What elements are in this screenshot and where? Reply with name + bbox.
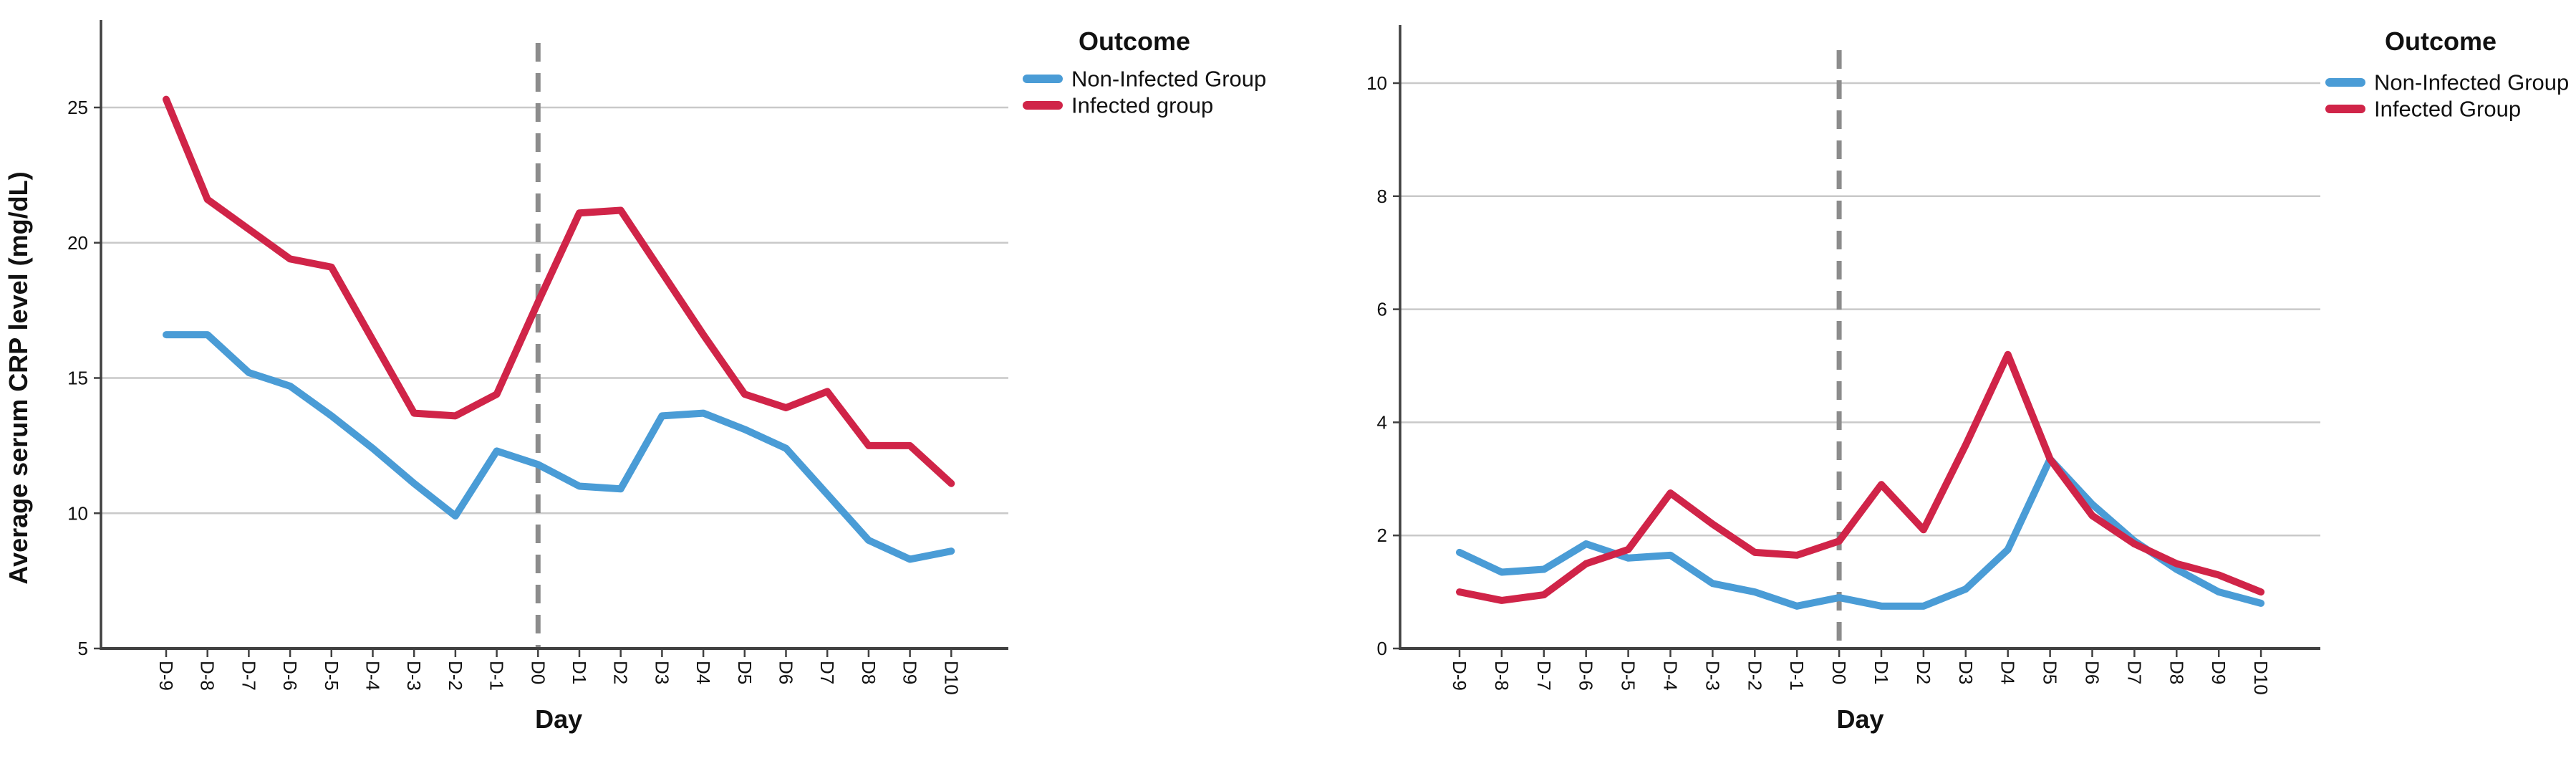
x-tick-label: D-6 [1576,661,1597,691]
x-tick-label: D9 [899,661,921,684]
x-tick-label: D3 [1955,661,1977,684]
y-tick-label: 25 [67,97,88,118]
y-tick-label: 15 [67,368,88,389]
series-line-infected-group [163,95,955,487]
x-tick-label: D-4 [1660,661,1682,691]
y-tick-label: 5 [78,638,88,659]
x-tick-label: D-6 [279,661,301,691]
series-line-non-infected-group [1456,455,2265,610]
legend-swatch-infected-group [2325,105,2365,113]
series-line-infected-group [1456,350,2265,604]
x-tick-label: D-5 [321,661,342,691]
x-tick-label: D7 [2123,661,2145,684]
crp-level-chart: 5 10 15 20 25 D-9 D-8 D-7 D-6 D-5 D-4 D-3 D-2 D-1 D0 D1… [4,20,1266,734]
y-tick-label: 4 [1377,411,1387,433]
y-tick-label: 20 [67,232,88,254]
x-axis-title: Day [535,704,582,734]
legend-label: Non-Infected Group [2374,70,2569,95]
x-tick-label: D3 [651,661,672,684]
x-tick-label: D8 [2166,661,2187,684]
x-tick-label: D-9 [155,661,177,691]
legend-swatch-non-infected-group [2325,78,2365,87]
legend-swatch-infected-group [1023,101,1063,110]
y-tick-label: 10 [67,502,88,524]
x-tick-label: D6 [776,661,797,684]
secondary-marker-chart: 0 2 4 6 8 10 D-9 D-8 D-7 D-6 D-5 D-4 D-3 D-2 D-1 D0 D1 D2… [1289,0,2576,761]
x-tick-label: D9 [2208,661,2229,684]
x-tick-label: D2 [610,661,632,684]
legend-swatch-non-infected-group [1023,75,1063,83]
x-tick-label: D-9 [1449,661,1470,691]
y-tick-label: 10 [1366,72,1387,94]
x-tick-label: D10 [2250,661,2272,695]
x-tick-label: D8 [858,661,879,684]
x-tick-label: D6 [2082,661,2103,684]
legend-label: Infected Group [2374,97,2521,122]
y-tick-label: 2 [1377,525,1387,546]
y-tick-label: 0 [1377,638,1387,659]
x-tick-label: D1 [569,661,590,684]
y-axis-title: Average serum CRP level (mg/dL) [4,171,33,584]
x-tick-label: D2 [1913,661,1934,684]
x-tick-label: D0 [527,661,549,684]
x-tick-label: D4 [1997,661,2019,684]
x-tick-label: D10 [940,661,962,695]
chart-canvas: 0 2 4 6 8 10 D-9 D-8 D-7 D-6 D-5 D-4 D-3 D-2 D-1 D0 D1 D2… [1366,25,2569,734]
x-tick-label: D-8 [1491,661,1513,691]
x-tick-label: D-1 [486,661,508,691]
x-tick-label: D5 [2040,661,2061,684]
x-tick-label: D-2 [1744,661,1765,691]
x-tick-label: D0 [1828,661,1850,684]
chart-canvas: 5 10 15 20 25 D-9 D-8 D-7 D-6 D-5 D-4 D-3 D-2 D-1 D0 D1… [4,20,1266,734]
x-tick-label: D5 [734,661,756,684]
legend-title: Outcome [1079,27,1190,56]
x-tick-label: D7 [816,661,838,684]
x-tick-label: D-4 [362,661,384,691]
x-tick-label: D-7 [1533,661,1555,691]
x-tick-label: D1 [1871,661,1892,684]
x-tick-label: D-3 [403,661,425,691]
y-tick-label: 8 [1377,186,1387,207]
x-tick-label: D4 [693,661,714,684]
x-tick-label: D-1 [1786,661,1808,691]
x-tick-label: D-5 [1618,661,1639,691]
legend-title: Outcome [2385,27,2497,56]
x-tick-label: D-2 [445,661,466,691]
y-tick-label: 6 [1377,299,1387,320]
legend-label: Non-Infected Group [1071,67,1266,92]
legend-label: Infected group [1071,93,1213,118]
x-tick-label: D-8 [197,661,218,691]
x-tick-label: D-7 [238,661,259,691]
x-tick-label: D-3 [1702,661,1723,691]
x-axis-title: Day [1837,704,1884,734]
series-line-non-infected-group [163,331,955,563]
